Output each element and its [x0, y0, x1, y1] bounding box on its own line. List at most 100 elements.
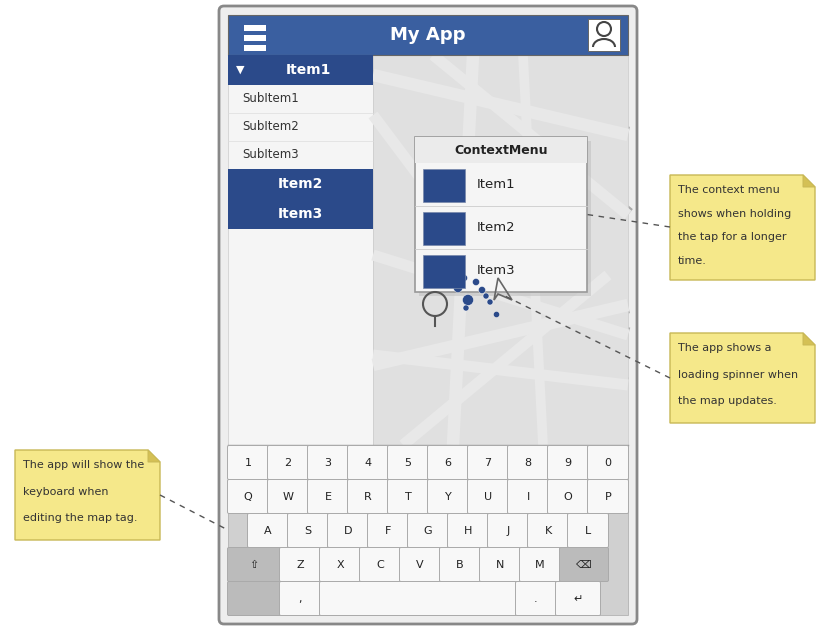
- Bar: [419, 141, 591, 296]
- FancyBboxPatch shape: [568, 513, 608, 548]
- FancyBboxPatch shape: [267, 446, 308, 480]
- Bar: [228, 15, 628, 55]
- Text: R: R: [364, 492, 372, 502]
- Bar: [423, 255, 465, 288]
- Text: the tap for a longer: the tap for a longer: [678, 232, 786, 242]
- Text: ⌫: ⌫: [576, 560, 592, 570]
- Text: Q: Q: [244, 492, 252, 502]
- Text: 4: 4: [365, 458, 371, 468]
- Text: Y: Y: [444, 492, 451, 502]
- Text: keyboard when: keyboard when: [23, 486, 108, 496]
- FancyBboxPatch shape: [244, 25, 266, 31]
- FancyBboxPatch shape: [228, 582, 281, 615]
- FancyBboxPatch shape: [348, 480, 388, 513]
- Circle shape: [472, 279, 480, 285]
- FancyBboxPatch shape: [428, 446, 469, 480]
- Text: V: V: [416, 560, 424, 570]
- Text: U: U: [484, 492, 492, 502]
- Polygon shape: [670, 333, 815, 423]
- FancyBboxPatch shape: [587, 480, 628, 513]
- Text: loading spinner when: loading spinner when: [678, 370, 798, 379]
- Text: 1: 1: [244, 458, 251, 468]
- Text: the map updates.: the map updates.: [678, 396, 777, 406]
- Text: W: W: [282, 492, 293, 502]
- Text: K: K: [544, 526, 552, 536]
- Text: J: J: [507, 526, 510, 536]
- FancyBboxPatch shape: [516, 582, 557, 615]
- FancyBboxPatch shape: [368, 513, 408, 548]
- Text: Z: Z: [297, 560, 304, 570]
- Text: S: S: [304, 526, 312, 536]
- FancyBboxPatch shape: [528, 513, 569, 548]
- Circle shape: [454, 284, 463, 292]
- Polygon shape: [148, 450, 160, 462]
- FancyBboxPatch shape: [280, 582, 321, 615]
- Text: Item3: Item3: [477, 264, 516, 277]
- Text: 8: 8: [524, 458, 532, 468]
- FancyBboxPatch shape: [360, 548, 401, 582]
- Text: 5: 5: [405, 458, 412, 468]
- FancyBboxPatch shape: [559, 548, 608, 582]
- Bar: [415, 137, 587, 163]
- FancyBboxPatch shape: [248, 513, 288, 548]
- FancyBboxPatch shape: [267, 480, 308, 513]
- Text: Item1: Item1: [477, 178, 516, 191]
- Text: M: M: [535, 560, 545, 570]
- Text: ↵: ↵: [574, 594, 583, 604]
- Text: D: D: [344, 526, 352, 536]
- Text: P: P: [605, 492, 612, 502]
- Polygon shape: [803, 333, 815, 345]
- Text: Item1: Item1: [286, 63, 331, 77]
- FancyBboxPatch shape: [487, 513, 528, 548]
- Text: H: H: [464, 526, 472, 536]
- FancyBboxPatch shape: [468, 446, 508, 480]
- FancyBboxPatch shape: [287, 513, 328, 548]
- Circle shape: [460, 274, 468, 282]
- Text: Item3: Item3: [278, 207, 323, 221]
- Text: 3: 3: [324, 458, 332, 468]
- Text: ▼: ▼: [236, 65, 244, 75]
- Circle shape: [463, 294, 474, 305]
- Text: ⇧: ⇧: [249, 560, 259, 570]
- FancyBboxPatch shape: [468, 480, 508, 513]
- Bar: [373, 55, 628, 445]
- Circle shape: [483, 293, 489, 299]
- Text: 6: 6: [444, 458, 452, 468]
- FancyBboxPatch shape: [428, 480, 469, 513]
- Text: .: .: [534, 594, 538, 604]
- Bar: [423, 212, 465, 245]
- Text: O: O: [564, 492, 572, 502]
- FancyBboxPatch shape: [548, 446, 589, 480]
- Text: shows when holding: shows when holding: [678, 208, 791, 218]
- Text: I: I: [527, 492, 530, 502]
- Text: E: E: [324, 492, 332, 502]
- Bar: [228, 169, 373, 199]
- FancyBboxPatch shape: [480, 548, 521, 582]
- Circle shape: [463, 305, 469, 311]
- Text: L: L: [585, 526, 591, 536]
- Polygon shape: [15, 450, 160, 540]
- Bar: [228, 55, 373, 445]
- Text: T: T: [405, 492, 412, 502]
- FancyBboxPatch shape: [307, 480, 349, 513]
- FancyBboxPatch shape: [387, 446, 428, 480]
- Text: ,: ,: [298, 594, 302, 604]
- Text: 2: 2: [285, 458, 291, 468]
- Bar: [228, 199, 373, 229]
- FancyBboxPatch shape: [228, 446, 269, 480]
- FancyBboxPatch shape: [228, 548, 281, 582]
- FancyBboxPatch shape: [348, 446, 388, 480]
- Bar: [228, 55, 373, 85]
- FancyBboxPatch shape: [244, 45, 266, 51]
- FancyBboxPatch shape: [280, 548, 321, 582]
- Text: The app shows a: The app shows a: [678, 343, 771, 353]
- Bar: [228, 445, 628, 615]
- Polygon shape: [670, 175, 815, 280]
- Text: 7: 7: [485, 458, 491, 468]
- FancyBboxPatch shape: [448, 513, 489, 548]
- FancyBboxPatch shape: [548, 480, 589, 513]
- Bar: [415, 137, 587, 292]
- Text: SubItem3: SubItem3: [242, 148, 299, 162]
- FancyBboxPatch shape: [219, 6, 637, 624]
- Text: time.: time.: [678, 256, 707, 266]
